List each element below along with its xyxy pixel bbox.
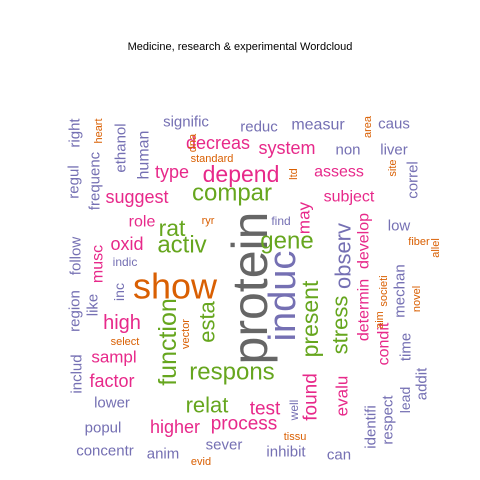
word-liver: liver bbox=[380, 142, 408, 159]
word-low: low bbox=[388, 218, 411, 235]
word-identifi: identifi bbox=[363, 405, 380, 448]
word-musc: musc bbox=[90, 245, 107, 283]
word-function: function bbox=[154, 298, 182, 386]
word-aim: aim bbox=[374, 311, 386, 329]
word-observ: observ bbox=[331, 223, 356, 289]
word-found: found bbox=[301, 373, 322, 421]
word-sever: sever bbox=[206, 437, 243, 454]
word-standard: standard bbox=[191, 153, 234, 165]
word-relat: relat bbox=[186, 393, 229, 418]
word-oxid: oxid bbox=[110, 234, 143, 254]
word-vector: vector bbox=[180, 319, 192, 349]
word-novel: novel bbox=[411, 286, 423, 312]
word-high: high bbox=[103, 312, 141, 334]
word-depend: depend bbox=[203, 161, 280, 187]
word-ethanol: ethanol bbox=[113, 123, 130, 172]
chart-title: Medicine, research & experimental Wordcl… bbox=[128, 41, 353, 53]
word-lead: lead bbox=[397, 387, 413, 413]
word-concentr: concentr bbox=[76, 443, 134, 460]
word-system: system bbox=[258, 138, 315, 158]
word-societi: societi bbox=[378, 275, 390, 306]
word-type: type bbox=[155, 162, 189, 182]
word-present: present bbox=[297, 280, 323, 357]
word-inc: inc bbox=[111, 283, 127, 301]
word-regul: regul bbox=[66, 165, 83, 198]
word-sampl: sampl bbox=[91, 348, 136, 367]
word-protein: protein bbox=[222, 212, 278, 365]
word-human: human bbox=[136, 131, 153, 180]
word-reduc: reduc bbox=[240, 119, 278, 136]
word-subject: subject bbox=[324, 189, 375, 206]
word-follow: follow bbox=[68, 237, 85, 276]
word-anim: anim bbox=[147, 446, 180, 463]
word-develop: develop bbox=[356, 213, 373, 269]
word-addit: addit bbox=[414, 367, 431, 400]
word-select: select bbox=[111, 336, 140, 348]
word-allel: allel bbox=[430, 238, 442, 258]
word-popul: popul bbox=[85, 420, 122, 437]
word-respons: respons bbox=[189, 359, 274, 386]
word-time: time bbox=[398, 333, 415, 361]
word-heart: heart bbox=[93, 118, 105, 143]
word-induc: induc bbox=[262, 251, 304, 342]
word-factor: factor bbox=[89, 371, 134, 391]
word-measur: measur bbox=[291, 117, 345, 134]
word-tissu: tissu bbox=[284, 431, 307, 443]
word-higher: higher bbox=[150, 417, 200, 437]
word-inhibit: inhibit bbox=[266, 444, 306, 461]
word-evid: evid bbox=[191, 456, 211, 468]
word-lower: lower bbox=[94, 395, 130, 412]
word-like: like bbox=[85, 294, 102, 317]
word-dna: dna bbox=[187, 133, 199, 152]
word-find: find bbox=[271, 214, 290, 228]
word-stress: stress bbox=[328, 296, 353, 355]
word-signific: signific bbox=[163, 114, 209, 131]
word-respect: respect bbox=[380, 395, 397, 445]
word-decreas: decreas bbox=[186, 133, 250, 153]
word-may: may bbox=[295, 201, 314, 234]
word-mechan: mechan bbox=[392, 264, 409, 317]
word-suggest: suggest bbox=[105, 187, 168, 207]
word-gene: gene bbox=[260, 228, 313, 255]
word-site: site bbox=[387, 159, 399, 176]
word-ryr: ryr bbox=[202, 215, 215, 227]
word-esta: esta bbox=[195, 300, 220, 342]
word-area: area bbox=[362, 115, 374, 138]
word-includ: includ bbox=[69, 354, 86, 393]
word-non: non bbox=[335, 142, 360, 159]
word-ltd: ltd bbox=[288, 168, 300, 180]
word-caus: caus bbox=[378, 116, 410, 133]
word-correl: correl bbox=[405, 161, 422, 199]
word-evalu: evalu bbox=[333, 376, 352, 417]
word-determin: determin bbox=[356, 279, 373, 341]
word-show: show bbox=[133, 266, 218, 307]
word-activ: activ bbox=[157, 232, 206, 259]
word-rat: rat bbox=[159, 215, 186, 241]
word-fiber: fiber bbox=[408, 236, 430, 248]
word-indic: indic bbox=[113, 255, 138, 269]
word-role: role bbox=[129, 214, 156, 231]
word-frequenc: frequenc bbox=[87, 151, 104, 210]
word-test: test bbox=[250, 399, 281, 420]
word-process: process bbox=[211, 414, 278, 435]
word-well: well bbox=[287, 400, 301, 422]
word-can: can bbox=[327, 447, 351, 464]
word-assess: assess bbox=[314, 164, 364, 181]
word-right: right bbox=[67, 118, 84, 148]
word-condit: condit bbox=[376, 322, 393, 365]
word-compar: compar bbox=[192, 180, 272, 207]
word-region: region bbox=[67, 290, 84, 332]
